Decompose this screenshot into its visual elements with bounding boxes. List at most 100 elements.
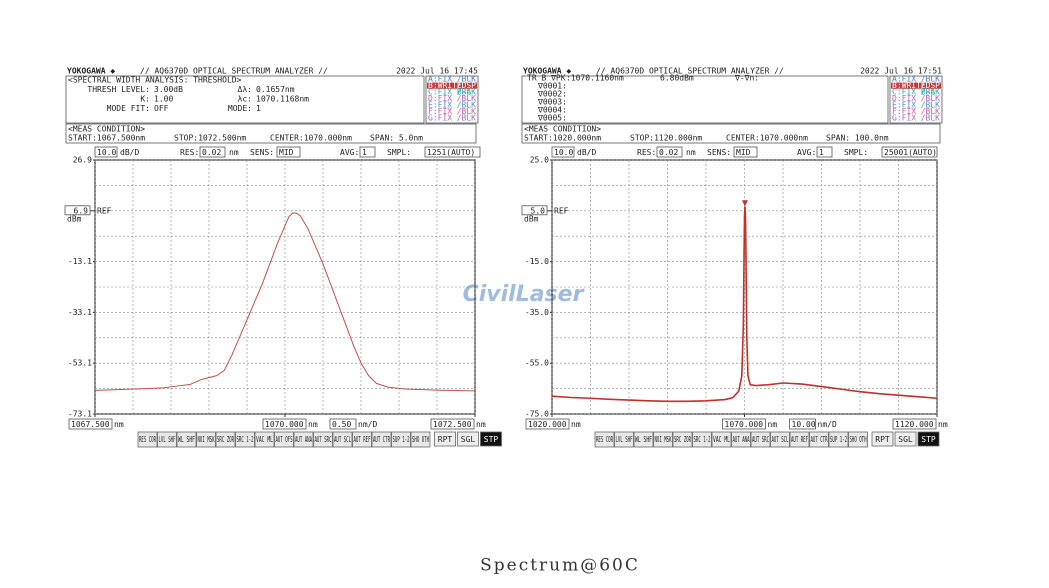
softkey <box>692 431 712 448</box>
setting: SMPL: <box>387 148 411 157</box>
y-tick-label: -53.1 <box>68 359 92 368</box>
y-tick-label: -15.0 <box>525 257 549 266</box>
setting: SENS: <box>707 148 731 157</box>
ref-text: REF <box>554 206 569 215</box>
softkey-label: VAC ML <box>256 435 273 444</box>
x-tick-label: 1067.500 <box>71 420 110 429</box>
setting: RES: <box>180 148 199 157</box>
softkey <box>614 431 634 448</box>
softkey <box>789 431 810 448</box>
setting-box <box>276 146 301 158</box>
meas-item: STOP:1072.500nm <box>174 134 246 143</box>
meas-item: SPAN: 5.0nm <box>370 134 423 143</box>
setting-box <box>199 146 226 158</box>
caption: Spectrum@60C <box>480 556 640 576</box>
meas-item: START:1067.500nm <box>68 134 145 143</box>
analysis-box <box>521 75 889 124</box>
trace-name: G:FIX <box>428 114 452 123</box>
x-tick-label: 1120.000 <box>895 420 934 429</box>
softkey <box>809 431 829 448</box>
setting: nm <box>229 148 239 157</box>
softkey-label: AUT CTR <box>373 435 390 444</box>
meas-item: STOP:1120.000nm <box>630 134 702 143</box>
softkey-label: WL SHF <box>178 435 195 444</box>
setting-box <box>94 146 118 158</box>
softkey-label: LVL SHF <box>159 435 176 444</box>
trace-mode: /BLK <box>457 107 476 116</box>
trace-box <box>889 75 943 124</box>
softkey-label: SRC ZOR <box>674 435 691 444</box>
brand: YOKOGAWA ◆ <box>67 67 115 76</box>
setting: 10.0 <box>554 148 573 157</box>
softkey-label: VAC ML <box>713 435 730 444</box>
x-div-unit: nm/D <box>358 420 377 429</box>
button-label: RPT <box>875 435 890 444</box>
analysis-text: λc: <box>238 95 252 104</box>
softkey <box>313 431 333 448</box>
softkey <box>633 431 654 448</box>
softkey <box>391 431 411 448</box>
analysis-text: ∇-∇n: <box>734 74 759 83</box>
x-tick-box <box>722 418 766 430</box>
x-tick-label: 1020.000 <box>528 420 567 429</box>
softkey-label: SHO OTH <box>850 435 867 444</box>
trace-name: F:FIX <box>428 107 452 116</box>
softkey <box>157 431 177 448</box>
setting: 1 <box>819 148 824 157</box>
softkey <box>254 431 275 448</box>
button <box>480 431 502 447</box>
meas-item: CENTER:1070.000nm <box>270 134 352 143</box>
softkey <box>293 431 314 448</box>
setting-box <box>656 146 683 158</box>
y-tick-label: -75.0 <box>525 410 549 419</box>
y-tick-label: -73.1 <box>68 410 92 419</box>
softkey-label: AUT ANA <box>733 435 750 444</box>
softkey <box>371 431 392 448</box>
x-div: 10.00 <box>792 420 816 429</box>
meas-title: <MEAS CONDITION> <box>524 125 601 134</box>
softkey-label: SUP 1-2 <box>393 435 410 444</box>
x-div-unit: nm/D <box>818 420 837 429</box>
x-tick-label: 1070.000 <box>725 420 764 429</box>
softkey-label: RES COR <box>596 435 613 444</box>
softkey <box>711 431 732 448</box>
x-tick-box <box>262 418 307 430</box>
spectrum-line <box>94 212 476 392</box>
trace-mode: /DSP <box>457 81 476 90</box>
setting: nm <box>686 148 696 157</box>
x-tick-label: 1070.000 <box>265 420 304 429</box>
analysis-text: 1.00 <box>154 95 173 104</box>
x-unit: nm <box>571 420 581 429</box>
ref-level: 5.0 <box>531 206 546 215</box>
trace-mode: /BLK <box>921 101 940 110</box>
x-tick-box <box>68 418 113 430</box>
y-tick-label: 26.9 <box>73 156 92 165</box>
y-tick-label: -35.0 <box>525 308 549 317</box>
meas-item: SPAN: 100.0nm <box>826 134 889 143</box>
softkey-label: AUT CTR <box>811 435 828 444</box>
softkey-label: AUT SRC <box>315 435 332 444</box>
analysis-text: THRESH LEVEL: <box>87 85 150 94</box>
softkey-label: SRC 1-2 <box>237 435 254 444</box>
analysis-text: ∇0005: <box>537 114 567 123</box>
trace-mode: /BLK <box>921 114 940 123</box>
setting-box <box>424 146 481 158</box>
softkey-label: AUT REF <box>354 435 371 444</box>
setting: AVG: <box>340 148 359 157</box>
trace-mode: /BLK <box>921 94 940 103</box>
analysis-text: ∇0004: <box>537 106 567 115</box>
softkey-label: LVL SHF <box>616 435 633 444</box>
analysis-text: 3.00dB <box>154 85 183 94</box>
trace-mode: /BLK <box>457 75 476 84</box>
ref-unit: dBm <box>67 214 82 223</box>
softkey <box>770 431 790 448</box>
analysis-text: Δλ: <box>238 85 252 94</box>
x-tick-box <box>525 418 570 430</box>
softkey-label: AUT SRC <box>752 435 769 444</box>
trace-mode: /BLK <box>457 114 476 123</box>
trace-name: E:FIX <box>892 101 916 110</box>
setting: RES: <box>637 148 656 157</box>
x-tick-label: 1072.500 <box>433 420 472 429</box>
setting: MID <box>736 148 751 157</box>
button <box>917 431 940 447</box>
